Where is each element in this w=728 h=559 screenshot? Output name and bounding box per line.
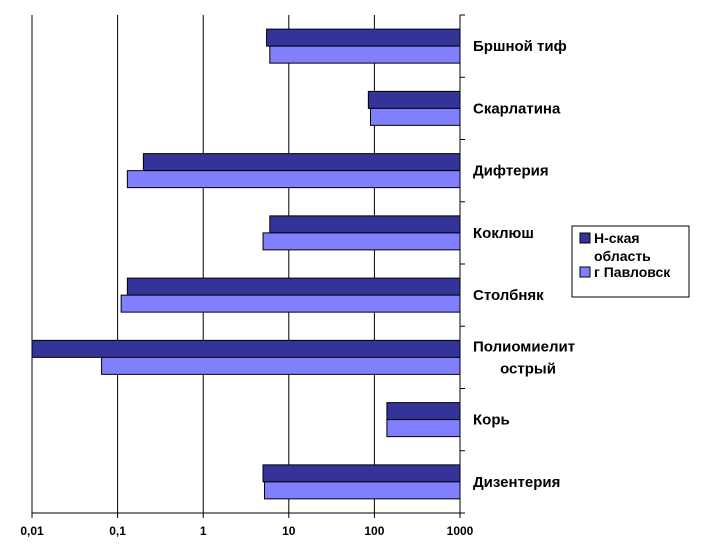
bar-1-0 bbox=[367, 90, 461, 109]
bar-3-1 bbox=[262, 232, 461, 251]
x-tick-label: 1000 bbox=[447, 524, 474, 538]
category-label: Бршной тиф bbox=[473, 38, 567, 55]
x-tick-label: 10 bbox=[282, 524, 296, 538]
bar-6-0 bbox=[386, 402, 461, 421]
category-label: Дифтерия bbox=[473, 163, 549, 180]
bar-5-0 bbox=[31, 339, 461, 358]
grid bbox=[31, 15, 461, 513]
category-label: Столбняк bbox=[473, 287, 544, 304]
bar-7-1 bbox=[263, 481, 461, 500]
x-tick-labels: 0,01 0,1 1 10 100 1000 bbox=[20, 524, 473, 538]
legend-label: г Павловск bbox=[594, 264, 671, 280]
bar-4-0 bbox=[126, 277, 461, 296]
axes bbox=[31, 14, 465, 518]
bar-6-1 bbox=[386, 419, 461, 438]
bar-5-1 bbox=[101, 356, 461, 375]
bar-7-0 bbox=[262, 464, 461, 483]
legend-label: область bbox=[594, 248, 651, 264]
bar-4-1 bbox=[120, 294, 461, 313]
x-tick-label: 100 bbox=[364, 524, 384, 538]
category-labels: Бршной тиф Скарлатина Дифтерия Коклюш Столб… bbox=[473, 38, 575, 491]
bar-3-0 bbox=[269, 215, 461, 234]
bar-1-1 bbox=[369, 107, 461, 126]
category-label: Скарлатина bbox=[473, 100, 561, 117]
bar-0-0 bbox=[266, 28, 461, 47]
bars bbox=[31, 28, 461, 500]
x-tick-label: 0,01 bbox=[20, 524, 44, 538]
bar-2-1 bbox=[126, 170, 461, 189]
bar-0-1 bbox=[269, 45, 461, 64]
bar-2-0 bbox=[142, 153, 461, 172]
category-label: Полиомиелит bbox=[473, 338, 575, 355]
category-label: Коклюш bbox=[473, 225, 534, 242]
category-label: Корь bbox=[473, 412, 510, 429]
x-tick-label: 1 bbox=[200, 524, 207, 538]
legend-swatch bbox=[579, 232, 591, 244]
x-tick-label: 0,1 bbox=[109, 524, 126, 538]
category-label: острый bbox=[500, 360, 556, 377]
legend-swatch bbox=[579, 266, 591, 278]
legend-label: Н-ская bbox=[594, 230, 640, 246]
legend-box bbox=[571, 225, 690, 298]
category-label: Дизентерия bbox=[473, 474, 560, 491]
